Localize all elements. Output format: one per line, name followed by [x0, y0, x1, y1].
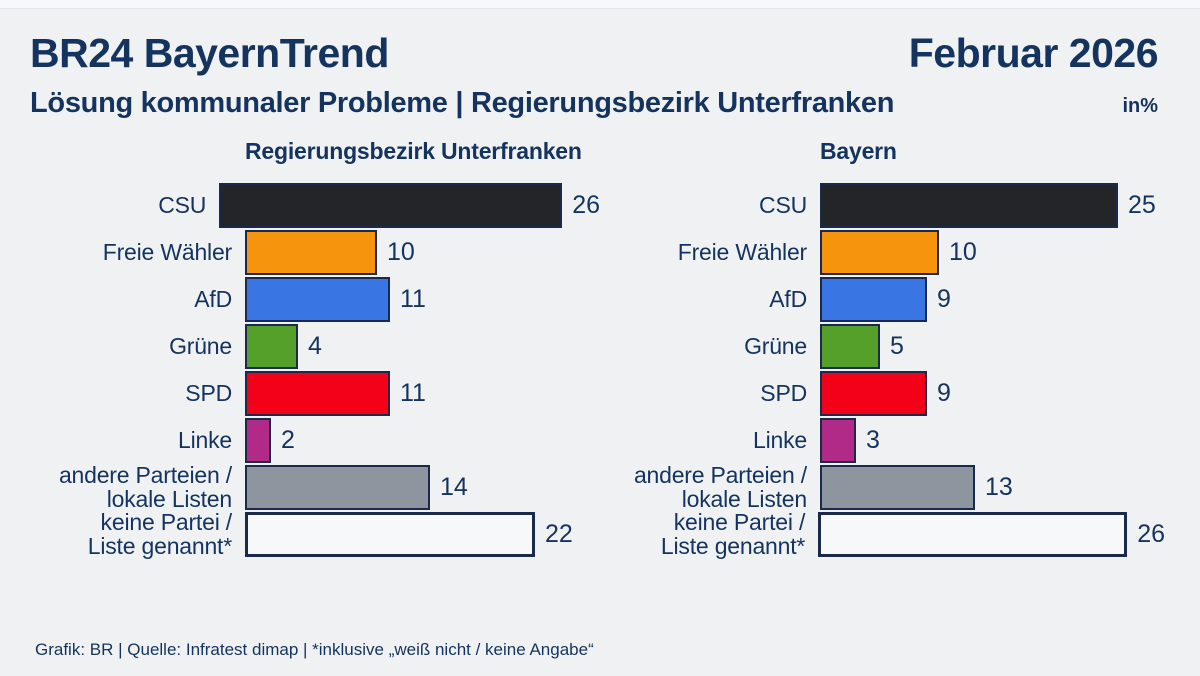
- bar-value: 10: [949, 238, 977, 266]
- bar: [820, 324, 880, 369]
- bar-label: Freie Wähler: [102, 238, 232, 265]
- bar: [820, 465, 975, 510]
- bar-row: Linke 2: [35, 417, 600, 464]
- bar: [245, 277, 390, 322]
- bar: [245, 512, 535, 557]
- bar: [820, 418, 856, 463]
- bar-row: Linke 3: [600, 417, 1165, 464]
- bar-row: Grüne 4: [35, 323, 600, 370]
- header: BR24 BayernTrend Februar 2026 Lösung kom…: [0, 0, 1200, 120]
- bar-value: 10: [387, 238, 415, 266]
- bar-row: SPD 9: [600, 370, 1165, 417]
- chart-title: Bayern: [820, 138, 897, 164]
- bar-track: 22: [245, 512, 600, 557]
- unit-label: in%: [1122, 95, 1158, 117]
- chart-unterfranken: Regierungsbezirk Unterfranken CSU 26 Freie…: [35, 138, 600, 558]
- chart-bayern: Bayern CSU 25 Freie Wähler 10 AfD 9 Grüne 5 SPD 9…: [600, 138, 1165, 558]
- bar-label: AfD: [194, 285, 232, 312]
- bar-row: CSU 25: [600, 182, 1165, 229]
- bar-label: CSU: [158, 191, 207, 218]
- bar-label: andere Parteien / lokale Listen: [633, 461, 807, 512]
- bar-value: 2: [281, 426, 295, 454]
- bar-track: 10: [245, 230, 600, 275]
- bar-value: 25: [1128, 191, 1156, 219]
- bar-row: Freie Wähler 10: [600, 229, 1165, 276]
- bar-track: 26: [219, 183, 600, 228]
- bar-value: 13: [985, 473, 1013, 501]
- bar-row: keine Partei / Liste genannt* 26: [600, 508, 1165, 559]
- bar: [245, 371, 390, 416]
- bar-track: 9: [820, 277, 1165, 322]
- bar-row: andere Parteien / lokale Listen 14: [35, 461, 600, 512]
- bar: [245, 230, 377, 275]
- bar-value: 14: [440, 473, 468, 501]
- bar-track: 10: [820, 230, 1165, 275]
- bar-label: Grüne: [169, 332, 232, 359]
- bar: [820, 183, 1118, 228]
- bar-label: Freie Wähler: [677, 238, 807, 265]
- bar: [245, 465, 430, 510]
- bar-label: CSU: [759, 191, 807, 218]
- bar-track: 3: [820, 418, 1165, 463]
- bar-label: Linke: [753, 426, 807, 453]
- source-note: Grafik: BR | Quelle: Infratest dimap | *…: [35, 640, 594, 659]
- bar-track: 25: [820, 183, 1165, 228]
- page-title: BR24 BayernTrend: [30, 30, 389, 76]
- bar-track: 4: [245, 324, 600, 369]
- bar-track: 11: [245, 277, 600, 322]
- bar-track: 13: [820, 465, 1165, 510]
- bar-label: keine Partei / Liste genannt*: [660, 508, 806, 559]
- bar-track: 5: [820, 324, 1165, 369]
- bar-value: 9: [937, 379, 951, 407]
- bar-label: Linke: [178, 426, 232, 453]
- bar-row: SPD 11: [35, 370, 600, 417]
- subtitle: Lösung kommunaler Probleme | Regierungsb…: [30, 87, 895, 119]
- bar: [219, 183, 563, 228]
- bar: [245, 324, 298, 369]
- bar-track: 11: [245, 371, 600, 416]
- bar-value: 5: [890, 332, 904, 360]
- bar: [820, 277, 927, 322]
- bar-value: 3: [866, 426, 880, 454]
- bar-track: 9: [820, 371, 1165, 416]
- title-row: BR24 BayernTrend Februar 2026: [30, 30, 1159, 77]
- bar-value: 11: [400, 285, 426, 313]
- bar-track: 2: [245, 418, 600, 463]
- bar-row: CSU 26: [35, 182, 600, 229]
- bar-label: keine Partei / Liste genannt*: [87, 508, 232, 559]
- bar-row: keine Partei / Liste genannt* 22: [35, 508, 600, 559]
- bar-label: AfD: [769, 285, 807, 312]
- bar-value: 9: [937, 285, 951, 313]
- bar-label: SPD: [760, 379, 807, 406]
- top-divider: [0, 0, 1200, 9]
- chart-title: Regierungsbezirk Unterfranken: [245, 138, 582, 164]
- bar: [818, 512, 1128, 557]
- bar-label: Grüne: [744, 332, 807, 359]
- bar-value: 26: [1137, 520, 1165, 548]
- bar: [820, 230, 939, 275]
- date-label: Februar 2026: [908, 30, 1159, 76]
- bar-value: 11: [400, 379, 426, 407]
- charts-area: Regierungsbezirk Unterfranken CSU 26 Freie…: [0, 138, 1200, 558]
- bar: [245, 418, 271, 463]
- bar-value: 26: [572, 191, 600, 219]
- bar-label: andere Parteien / lokale Listen: [58, 461, 232, 512]
- bar-rows: CSU 26 Freie Wähler 10 AfD 11 Grüne 4 SPD 11 Linke…: [35, 182, 600, 558]
- bar-value: 22: [545, 520, 573, 548]
- subtitle-row: Lösung kommunaler Probleme | Regierungsb…: [30, 87, 1158, 120]
- bar-row: AfD 9: [600, 276, 1165, 323]
- bar-label: SPD: [185, 379, 232, 406]
- bar-row: AfD 11: [35, 276, 600, 323]
- bar-rows: CSU 25 Freie Wähler 10 AfD 9 Grüne 5 SPD 9 Linke 3 a…: [600, 182, 1165, 558]
- bar-track: 26: [818, 512, 1165, 557]
- bar-row: Freie Wähler 10: [35, 229, 600, 276]
- bar-row: andere Parteien / lokale Listen 13: [600, 461, 1165, 512]
- bar-row: Grüne 5: [600, 323, 1165, 370]
- bar-track: 14: [245, 465, 600, 510]
- bar-value: 4: [308, 332, 322, 360]
- bar: [820, 371, 927, 416]
